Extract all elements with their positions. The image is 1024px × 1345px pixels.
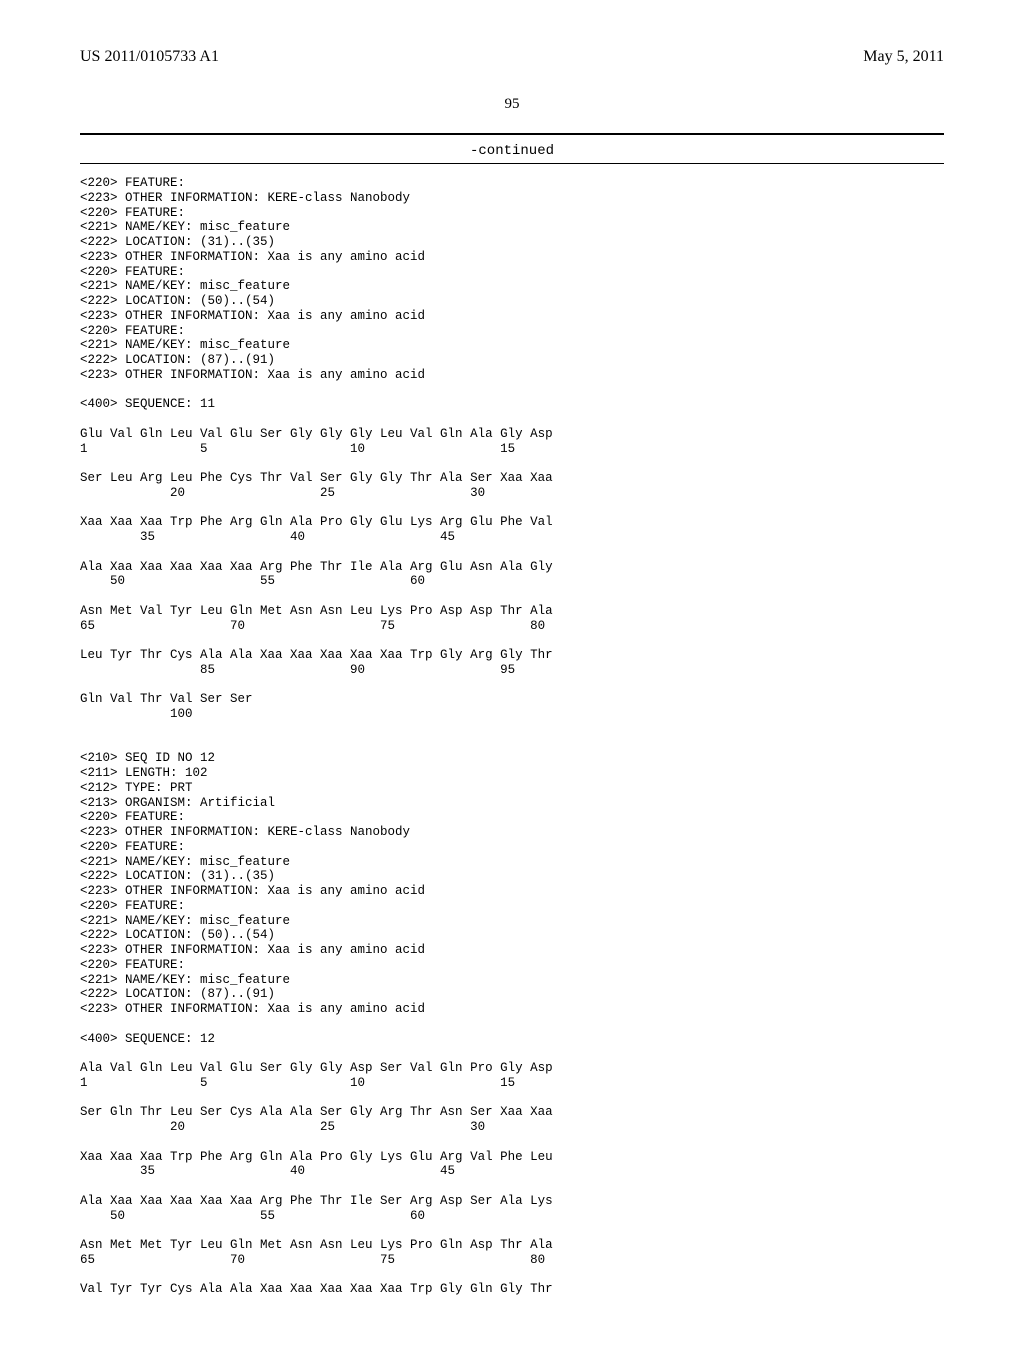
- divider-top: [80, 133, 944, 135]
- page-number: 95: [80, 96, 944, 113]
- patent-page: US 2011/0105733 A1 May 5, 2011 95 -conti…: [0, 0, 1024, 1345]
- sequence-listing: <220> FEATURE: <223> OTHER INFORMATION: …: [80, 176, 944, 1297]
- divider-bottom: [80, 163, 944, 164]
- page-header: US 2011/0105733 A1 May 5, 2011: [80, 48, 944, 66]
- continued-label: -continued: [80, 143, 944, 159]
- publication-number: US 2011/0105733 A1: [80, 48, 219, 66]
- publication-date: May 5, 2011: [863, 48, 944, 66]
